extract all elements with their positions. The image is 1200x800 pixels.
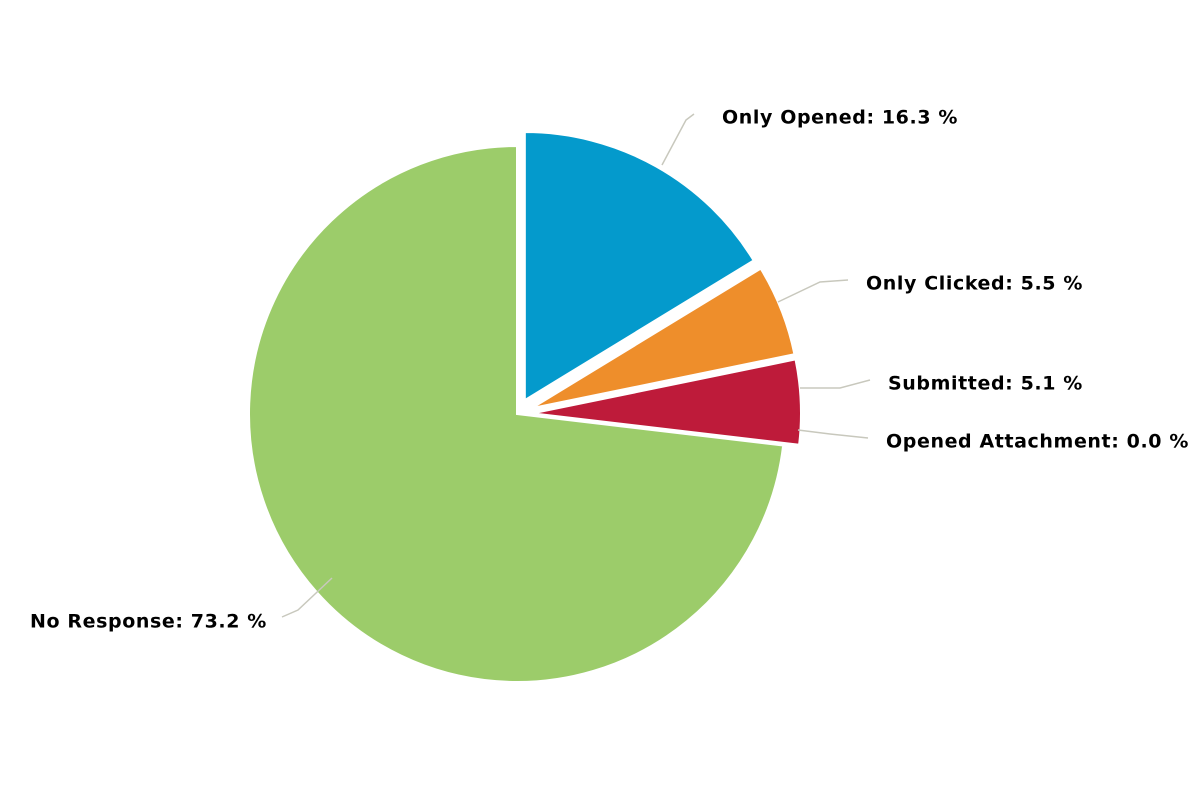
leader-line-opened-attachment (797, 429, 869, 439)
data-label-only-opened: Only Opened: 16.3 % (722, 107, 958, 129)
pie-slice-only-clicked[interactable] (531, 267, 796, 410)
leader-lines-layer (281, 113, 871, 618)
labels-layer: Only Opened: 16.3 % Only Clicked: 5.5 % Su… (30, 107, 1189, 633)
data-label-only-clicked: Only Clicked: 5.5 % (866, 273, 1083, 295)
pie-slice-only-opened[interactable] (523, 131, 756, 402)
slices-layer (248, 131, 802, 683)
data-label-submitted: Submitted: 5.1 % (888, 373, 1083, 395)
data-label-opened-attachment: Opened Attachment: 0.0 % (886, 431, 1189, 453)
leader-line-only-clicked (777, 279, 849, 303)
leader-line-submitted (800, 379, 871, 389)
data-label-no-response: No Response: 73.2 % (30, 611, 267, 633)
pie-slice-submitted[interactable] (532, 358, 802, 446)
leader-line-only-opened (661, 113, 695, 166)
leader-line-no-response (281, 577, 333, 618)
